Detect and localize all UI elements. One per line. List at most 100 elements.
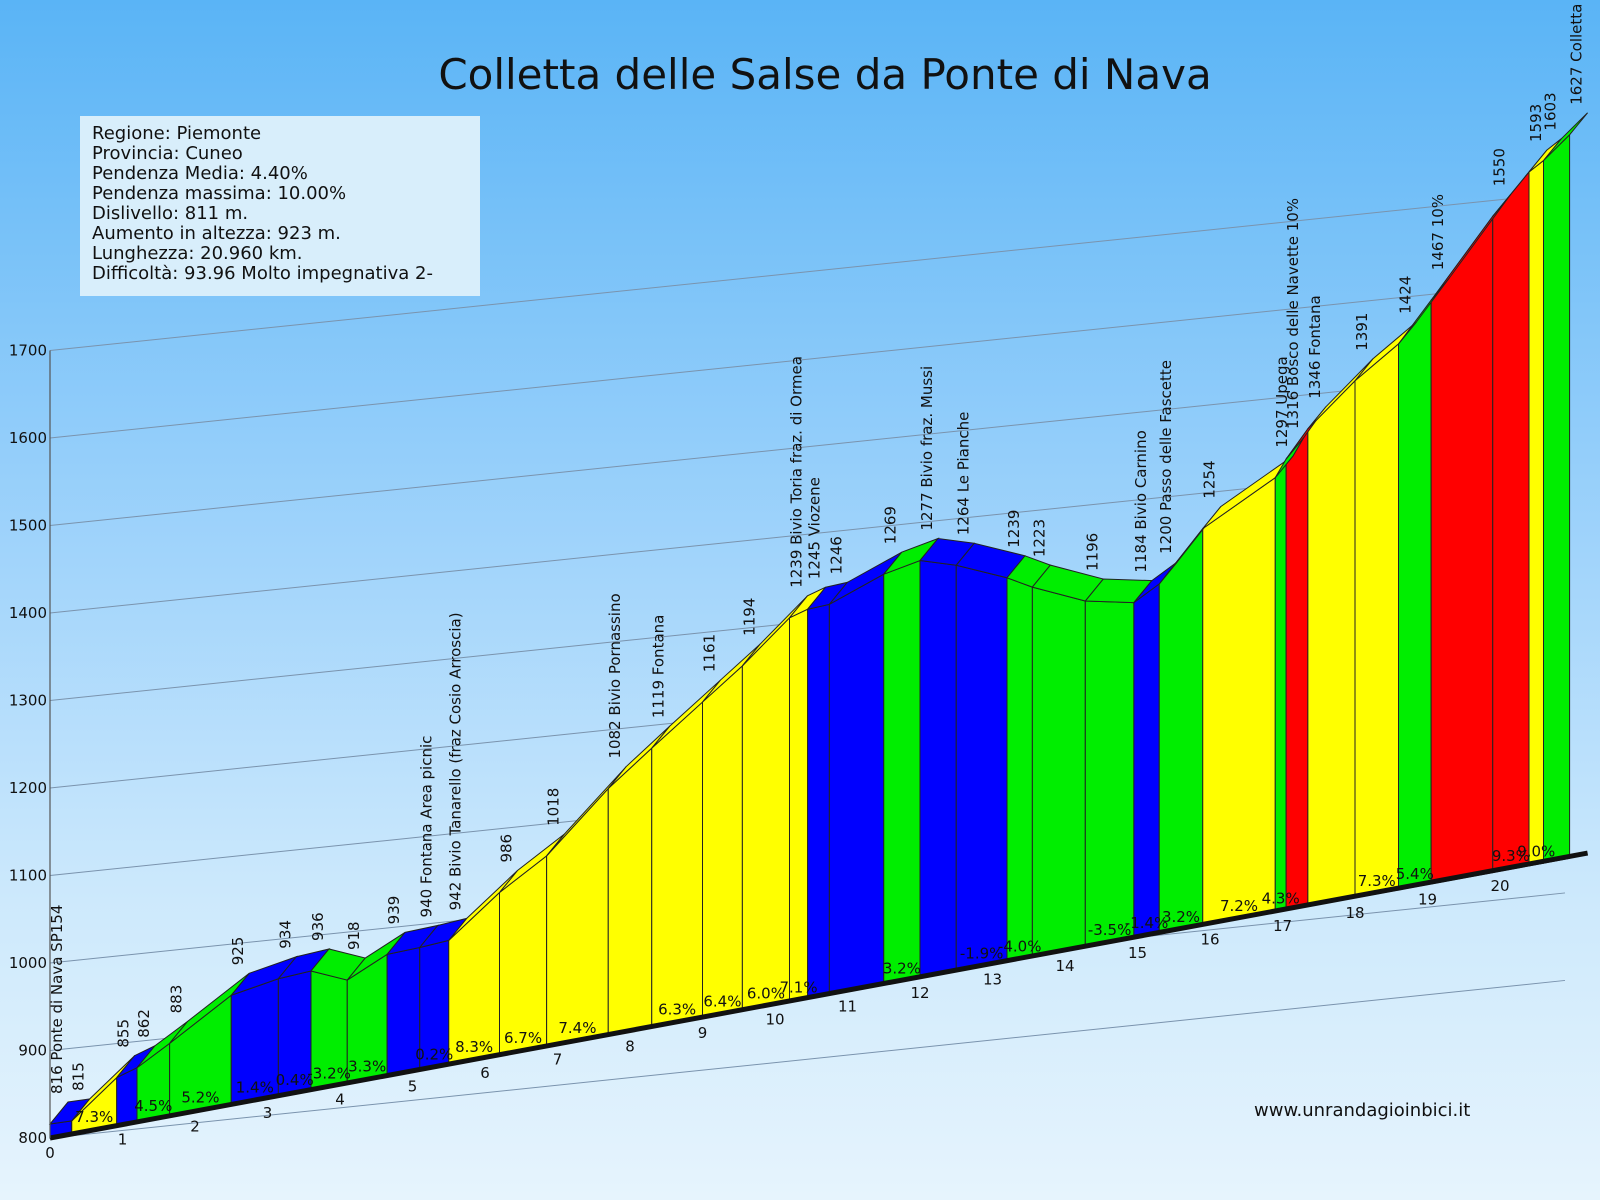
point-label: 1269 (882, 506, 900, 544)
y-tick-label: 1200 (9, 779, 47, 797)
x-tick-label: 18 (1345, 904, 1364, 922)
baseline-bar (49, 850, 1589, 1141)
info-pendenza-massima: Pendenza massima: 10.00% (92, 183, 347, 204)
info-aumento: Aumento in altezza: 923 m. (92, 223, 341, 244)
point-label: 1200 Passo delle Fascette (1157, 360, 1175, 554)
gradient-label: 7.4% (558, 1019, 596, 1037)
gradient-label: 5.2% (181, 1088, 219, 1106)
gradient-label: 8.3% (455, 1038, 493, 1056)
point-label: 816 Ponte di Nava SP154 (48, 905, 66, 1094)
segment-side (1492, 170, 1530, 874)
info-regione: Regione: Piemonte (92, 123, 262, 144)
gradient-label: 4.5% (134, 1097, 172, 1115)
point-label: 1550 (1491, 148, 1509, 186)
gradient-label: 9.0% (1517, 843, 1555, 861)
gridline (49, 279, 1566, 439)
gradient-label: -3.5% (1088, 921, 1132, 939)
gradient-label: -4.0% (998, 938, 1042, 956)
segment-side (1158, 527, 1204, 935)
point-label: 1391 (1353, 313, 1371, 351)
y-tick-label: 800 (18, 1129, 47, 1147)
gradient-label: 6.3% (658, 1001, 696, 1019)
segment-side (1133, 582, 1160, 940)
segment-side (955, 564, 1008, 972)
axes: 800 900 1000 1100 1200 1300 1400 1500 1600 1700 0 1… (9, 342, 1510, 1163)
point-label: 1246 (827, 536, 845, 574)
segment-side (702, 664, 743, 1019)
gridline (49, 979, 1566, 1139)
point-label: 1424 (1397, 276, 1415, 314)
profile-side-faces (49, 133, 1571, 1139)
segment-side (1084, 600, 1135, 949)
point-label: 1194 (740, 598, 758, 636)
point-label: 918 (345, 921, 363, 950)
segment-side (1031, 586, 1086, 958)
segment-side (1528, 159, 1544, 867)
point-label: 862 (135, 1009, 153, 1038)
segment-side (1354, 342, 1399, 899)
segment-side (1430, 214, 1494, 885)
gridline (49, 192, 1566, 351)
x-tick-label: 20 (1490, 877, 1509, 895)
x-tick-label: 17 (1273, 917, 1292, 935)
x-tick-label: 2 (190, 1117, 200, 1135)
gradient-label: 6.7% (504, 1029, 542, 1047)
gradient-label: 7.3% (75, 1108, 113, 1126)
gradient-label: 6.0% (747, 984, 785, 1002)
x-tick-label: 13 (983, 971, 1002, 989)
y-tick-label: 1100 (9, 867, 47, 885)
segment-side (1006, 577, 1033, 963)
point-label: 1223 (1030, 519, 1048, 557)
point-label: 925 (229, 937, 247, 966)
gradient-label: 0.2% (415, 1045, 453, 1063)
profile-top-faces (48, 112, 1588, 1125)
segment-side (651, 700, 703, 1028)
x-tick-label: 14 (1055, 957, 1074, 975)
baseline (49, 850, 1589, 1141)
chart-title: Colletta delle Salse da Ponte di Nava (438, 50, 1212, 99)
x-tick-label: 0 (45, 1144, 55, 1162)
point-label: 1297 Upega (1273, 356, 1291, 447)
point-label: 942 Bivio Tanarello (fraz Cosio Arroscia… (447, 612, 465, 910)
segment-side (1307, 379, 1356, 908)
point-label: 936 (309, 912, 327, 941)
point-label: 934 (276, 920, 294, 949)
gradient-label: 9.3% (1492, 847, 1530, 865)
gradient-label: 3.3% (348, 1058, 386, 1076)
x-tick-label: 11 (838, 997, 857, 1015)
segment-side (828, 573, 885, 996)
gradient-label: 5.4% (1396, 865, 1434, 883)
y-tick-label: 1500 (9, 517, 47, 535)
x-tick-label: 4 (335, 1091, 345, 1109)
x-tick-label: 8 (625, 1037, 635, 1055)
point-label: 1627 Colletta (1568, 4, 1586, 105)
segment-side (546, 787, 609, 1048)
point-label: 1119 Fontana (650, 615, 668, 719)
gradient-label: 1.4% (236, 1078, 274, 1096)
point-label: 1239 Bivio Toria fraz. di Ormea (788, 356, 806, 588)
gradient-label: 7.2% (1220, 897, 1258, 915)
segment-side (1285, 427, 1309, 912)
point-labels: 7.3% 4.5% 5.2% 1.4% 0.4%-3.2%3.3% 0.2% 8.3% 6.7… (48, 4, 1586, 1126)
segment-side (919, 559, 957, 979)
gradient-label: -3.2% (307, 1065, 351, 1083)
point-label: 1346 Fontana (1306, 295, 1324, 399)
gridline (49, 367, 1566, 526)
gradient-label: 3.2% (1162, 908, 1200, 926)
point-label: 1467 10% (1429, 194, 1447, 270)
y-tick-label: 1300 (9, 692, 47, 710)
point-label: 939 (385, 896, 403, 925)
y-tick-label: 900 (18, 1042, 47, 1060)
info-pendenza-media: Pendenza Media: 4.40% (92, 163, 308, 184)
point-label: 940 Fontana Area picnic (418, 736, 436, 918)
info-dislivello: Dislivello: 811 m. (92, 203, 249, 224)
info-provincia: Provincia: Cuneo (92, 143, 243, 164)
x-tick-label: 6 (480, 1064, 490, 1082)
x-tick-label: 3 (263, 1104, 273, 1122)
segment-side (1202, 476, 1276, 927)
point-label: 1239 (1005, 510, 1023, 548)
point-label: 1277 Bivio fraz. Mussi (918, 366, 936, 531)
point-label: 815 (70, 1062, 88, 1091)
